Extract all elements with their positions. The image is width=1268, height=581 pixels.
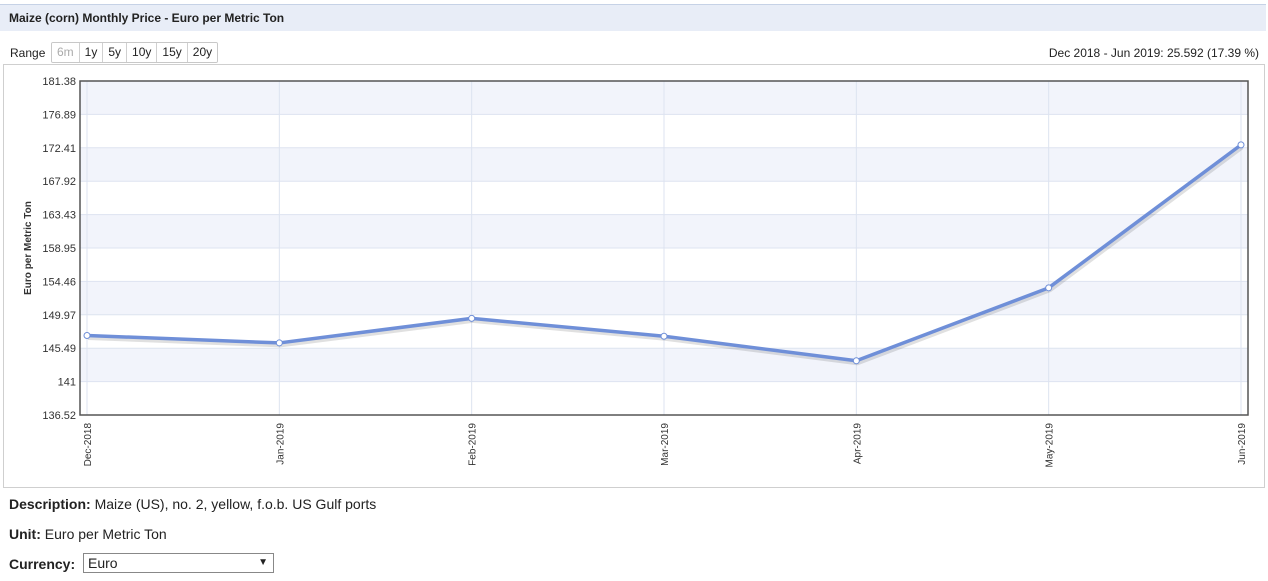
x-tick-label: Mar-2019 [660,423,671,466]
data-point [275,339,283,347]
description-row: Description: Maize (US), no. 2, yellow, … [9,496,376,512]
data-point [1237,141,1245,149]
description-value: Maize (US), no. 2, yellow, f.o.b. US Gul… [94,496,377,512]
y-axis-label: Euro per Metric Ton [23,201,34,295]
chart-container: 181.38 176.89 172.41 167.92 163.43 158.95 154.… [3,64,1265,488]
y-tick-label: 136.52 [42,410,76,422]
range-label: Range [10,46,46,60]
currency-select[interactable]: Euro ▼ [83,553,274,573]
y-tick-label: 149.97 [42,310,76,322]
y-tick-label: 167.92 [42,176,76,188]
x-tick-label: Dec-2018 [83,423,94,467]
y-tick-label: 145.49 [42,343,76,355]
range-button-1y[interactable]: 1y [78,43,103,62]
line-chart: 181.38 176.89 172.41 167.92 163.43 158.95 154.… [23,76,1249,468]
x-tick-label: Jan-2019 [275,423,286,465]
page-title: Maize (corn) Monthly Price - Euro per Me… [9,11,285,25]
currency-selected-value: Euro [88,555,118,571]
y-tick-label: 176.89 [42,109,76,121]
range-button-6m[interactable]: 6m [52,43,79,62]
y-tick-label: 158.95 [42,243,76,255]
currency-row: Currency: [9,556,75,572]
description-label: Description: [9,496,91,512]
y-tick-label: 181.38 [42,76,76,88]
plot-frame [79,80,1249,416]
unit-value: Euro per Metric Ton [44,526,167,542]
range-button-20y[interactable]: 20y [186,43,218,62]
y-tick-label: 172.41 [42,143,76,155]
x-tick-label: Feb-2019 [468,423,479,466]
x-tick-label: Apr-2019 [852,423,863,465]
dropdown-arrow-icon: ▼ [258,557,268,568]
range-button-group: 6m 1y 5y 10y 15y 20y [51,42,219,63]
title-bar: Maize (corn) Monthly Price - Euro per Me… [0,4,1266,31]
data-point [852,357,860,365]
y-tick-label: 163.43 [42,210,76,222]
range-button-10y[interactable]: 10y [126,43,157,62]
x-tick-label: May-2019 [1045,423,1056,468]
y-tick-label: 141 [58,377,76,389]
range-button-15y[interactable]: 15y [156,43,187,62]
data-point [83,331,91,339]
data-point [468,314,476,322]
price-change-summary: Dec 2018 - Jun 2019: 25.592 (17.39 %) [1048,46,1259,60]
x-tick-label: Jun-2019 [1237,423,1248,465]
y-tick-label: 154.46 [42,276,76,288]
data-point [660,332,668,340]
data-point [1045,284,1053,292]
unit-label: Unit: [9,526,41,542]
unit-row: Unit: Euro per Metric Ton [9,526,167,542]
range-button-5y[interactable]: 5y [102,43,127,62]
currency-label: Currency: [9,556,76,572]
